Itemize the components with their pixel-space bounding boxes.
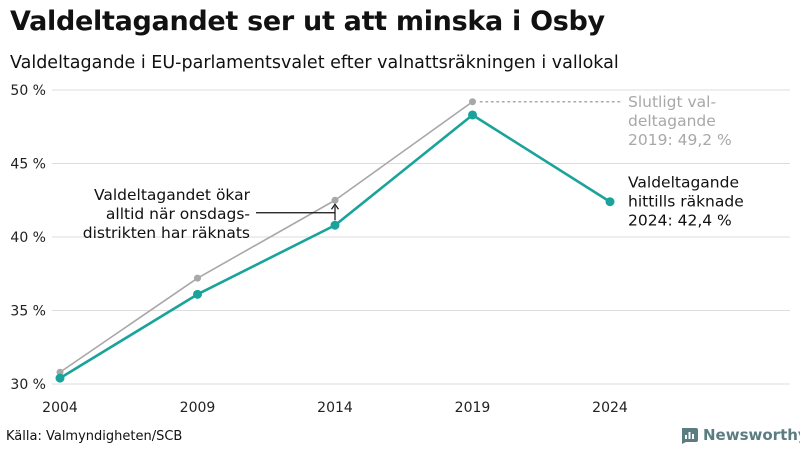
x-tick-label: 2024 bbox=[592, 400, 628, 416]
data-point-counted bbox=[55, 373, 65, 383]
y-tick-label: 50 % bbox=[10, 83, 46, 99]
y-axis: 30 % 35 % 40 % 45 % 50 % bbox=[10, 83, 46, 393]
chart-title: Valdeltagandet ser ut att minska i Osby bbox=[10, 6, 605, 37]
gridlines bbox=[52, 89, 790, 385]
series bbox=[55, 98, 615, 383]
chart-subtitle: Valdeltagande i EU-parlamentsvalet efter… bbox=[10, 53, 619, 73]
brand-logo: Newsworthy bbox=[680, 426, 800, 444]
bar-chart-icon bbox=[682, 428, 698, 444]
source-note: Källa: Valmyndigheten/SCB bbox=[6, 429, 183, 444]
x-tick-label: 2009 bbox=[180, 400, 216, 416]
note-arrow-head bbox=[331, 203, 339, 210]
series-line-counted bbox=[59, 113, 611, 380]
data-point-counted bbox=[330, 220, 340, 230]
y-tick-label: 35 % bbox=[10, 304, 46, 320]
y-tick-label: 30 % bbox=[10, 377, 46, 393]
x-axis: 2004 2009 2014 2019 2024 bbox=[42, 400, 628, 416]
note-annotation: Valdeltagandet ökar alltid när onsdags-di… bbox=[83, 186, 251, 242]
data-point-counted bbox=[193, 289, 202, 299]
data-point-final bbox=[331, 196, 339, 204]
y-tick-label: 40 % bbox=[10, 230, 46, 246]
x-tick-label: 2004 bbox=[42, 400, 78, 416]
final-turnout-label: Slutligt val-deltagande 2019: 49,2 % bbox=[628, 93, 732, 149]
x-tick-label: 2019 bbox=[455, 400, 491, 416]
y-tick-label: 45 % bbox=[10, 157, 46, 173]
x-tick-label: 2014 bbox=[317, 400, 353, 416]
data-point-final bbox=[194, 274, 201, 282]
series-line-final bbox=[59, 101, 473, 373]
data-point-counted bbox=[605, 197, 615, 207]
data-point-final bbox=[469, 98, 476, 106]
data-point-counted bbox=[468, 110, 477, 120]
counted-turnout-label: Valdeltagande hittills räknade 2024: 42,4 … bbox=[628, 174, 744, 230]
brand-name: Newsworthy bbox=[703, 426, 800, 444]
annotations: Slutligt val-deltagande 2019: 49,2 % Valde… bbox=[83, 93, 744, 242]
